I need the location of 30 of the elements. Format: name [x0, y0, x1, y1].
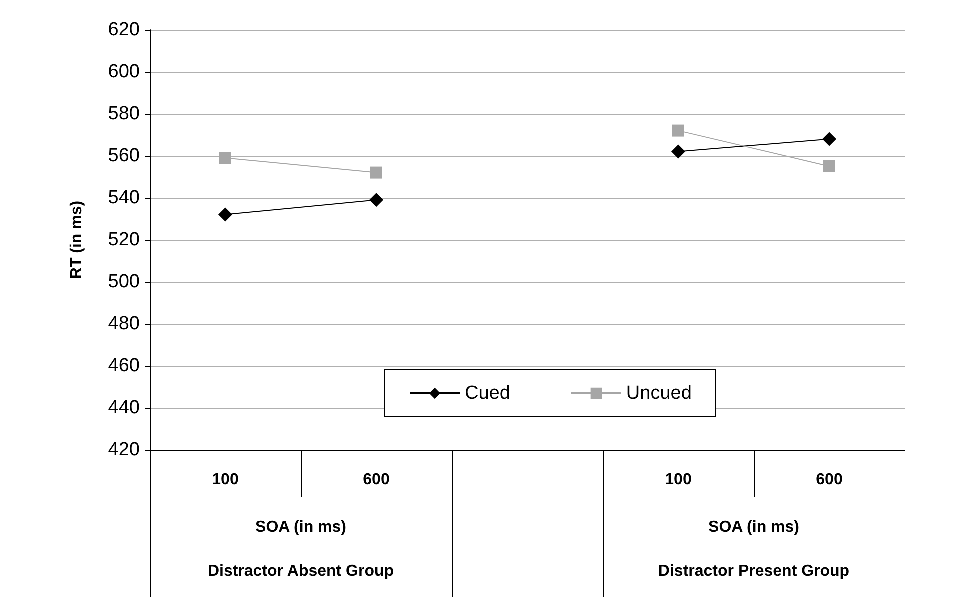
x-tick-label: 600 [363, 472, 390, 488]
text: Distractor Present Group [658, 563, 850, 581]
point [672, 144, 686, 159]
legend-label: Cued [465, 383, 510, 404]
point [824, 160, 836, 172]
point [218, 208, 232, 222]
y-tick-label: 540 [108, 188, 140, 208]
x-tick-label: 100 [212, 472, 239, 488]
y-tick-label: 600 [108, 62, 140, 82]
y-tick-label: 560 [108, 146, 140, 166]
y-axis-title: RT (in ms) [68, 200, 86, 280]
text: Distractor Absent Group [208, 563, 394, 581]
x-tick-label: 100 [665, 472, 692, 488]
y-tick-label: 620 [108, 20, 140, 40]
y-tick-label: 420 [108, 440, 140, 460]
x-tick-label: 600 [816, 472, 843, 488]
point [370, 193, 384, 208]
legend-label: Uncued [626, 383, 692, 404]
point [672, 124, 684, 137]
y-tick-label: 440 [108, 398, 140, 418]
y-tick-label: 500 [108, 272, 140, 292]
y-tick-label: 480 [108, 314, 140, 334]
point [370, 166, 382, 179]
point [822, 132, 836, 146]
text: SOA (in ms) [256, 519, 346, 537]
y-tick-label: 460 [108, 356, 140, 376]
text: SOA (in ms) [708, 519, 800, 537]
y-tick-label: 520 [108, 230, 140, 250]
point [220, 152, 232, 164]
y-tick-label: 580 [108, 104, 140, 124]
